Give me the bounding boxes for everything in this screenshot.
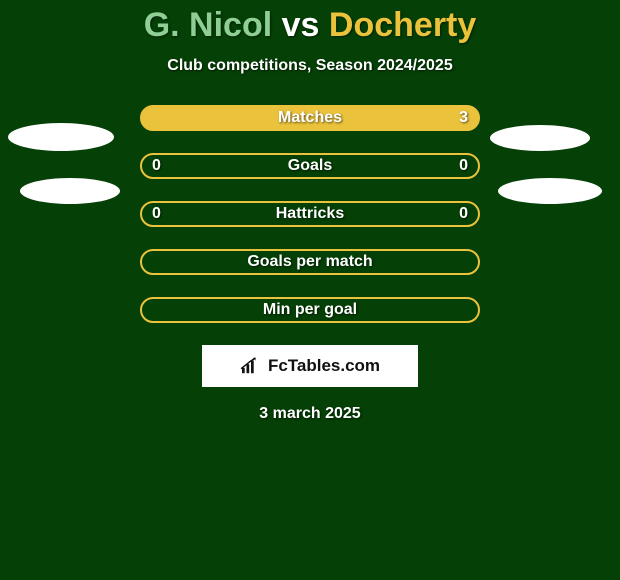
stat-right-value: 3 — [459, 109, 468, 127]
comparison-infographic: G. Nicol vs Docherty Club competitions, … — [0, 0, 620, 580]
vs-text: vs — [282, 6, 320, 44]
stat-bar-hattricks: 0 Hattricks 0 — [140, 201, 480, 227]
stat-right-value: 0 — [459, 205, 468, 223]
decor-ellipse — [498, 178, 602, 204]
stats-container: Matches 3 0 Goals 0 0 Hattricks 0 Goals … — [140, 105, 480, 323]
stat-bar-matches: Matches 3 — [140, 105, 480, 131]
stat-label: Goals — [288, 157, 332, 175]
page-title: G. Nicol vs Docherty — [144, 6, 477, 45]
stat-right-value: 0 — [459, 157, 468, 175]
stat-left-value: 0 — [152, 157, 161, 175]
stat-label: Goals per match — [247, 253, 372, 271]
brand-badge: FcTables.com — [202, 345, 418, 387]
stat-bar-goals: 0 Goals 0 — [140, 153, 480, 179]
decor-ellipse — [8, 123, 114, 151]
decor-ellipse — [20, 178, 120, 204]
stat-label: Matches — [278, 109, 342, 127]
stat-label: Min per goal — [263, 301, 357, 319]
stat-bar-min-per-goal: Min per goal — [140, 297, 480, 323]
player1-name: G. Nicol — [144, 6, 272, 44]
stat-bar-goals-per-match: Goals per match — [140, 249, 480, 275]
stat-label: Hattricks — [276, 205, 344, 223]
brand-text: FcTables.com — [268, 356, 380, 376]
stat-left-value: 0 — [152, 205, 161, 223]
subtitle: Club competitions, Season 2024/2025 — [167, 57, 452, 75]
date-text: 3 march 2025 — [259, 405, 360, 423]
chart-icon — [240, 357, 262, 375]
decor-ellipse — [490, 125, 590, 151]
player2-name: Docherty — [329, 6, 476, 44]
